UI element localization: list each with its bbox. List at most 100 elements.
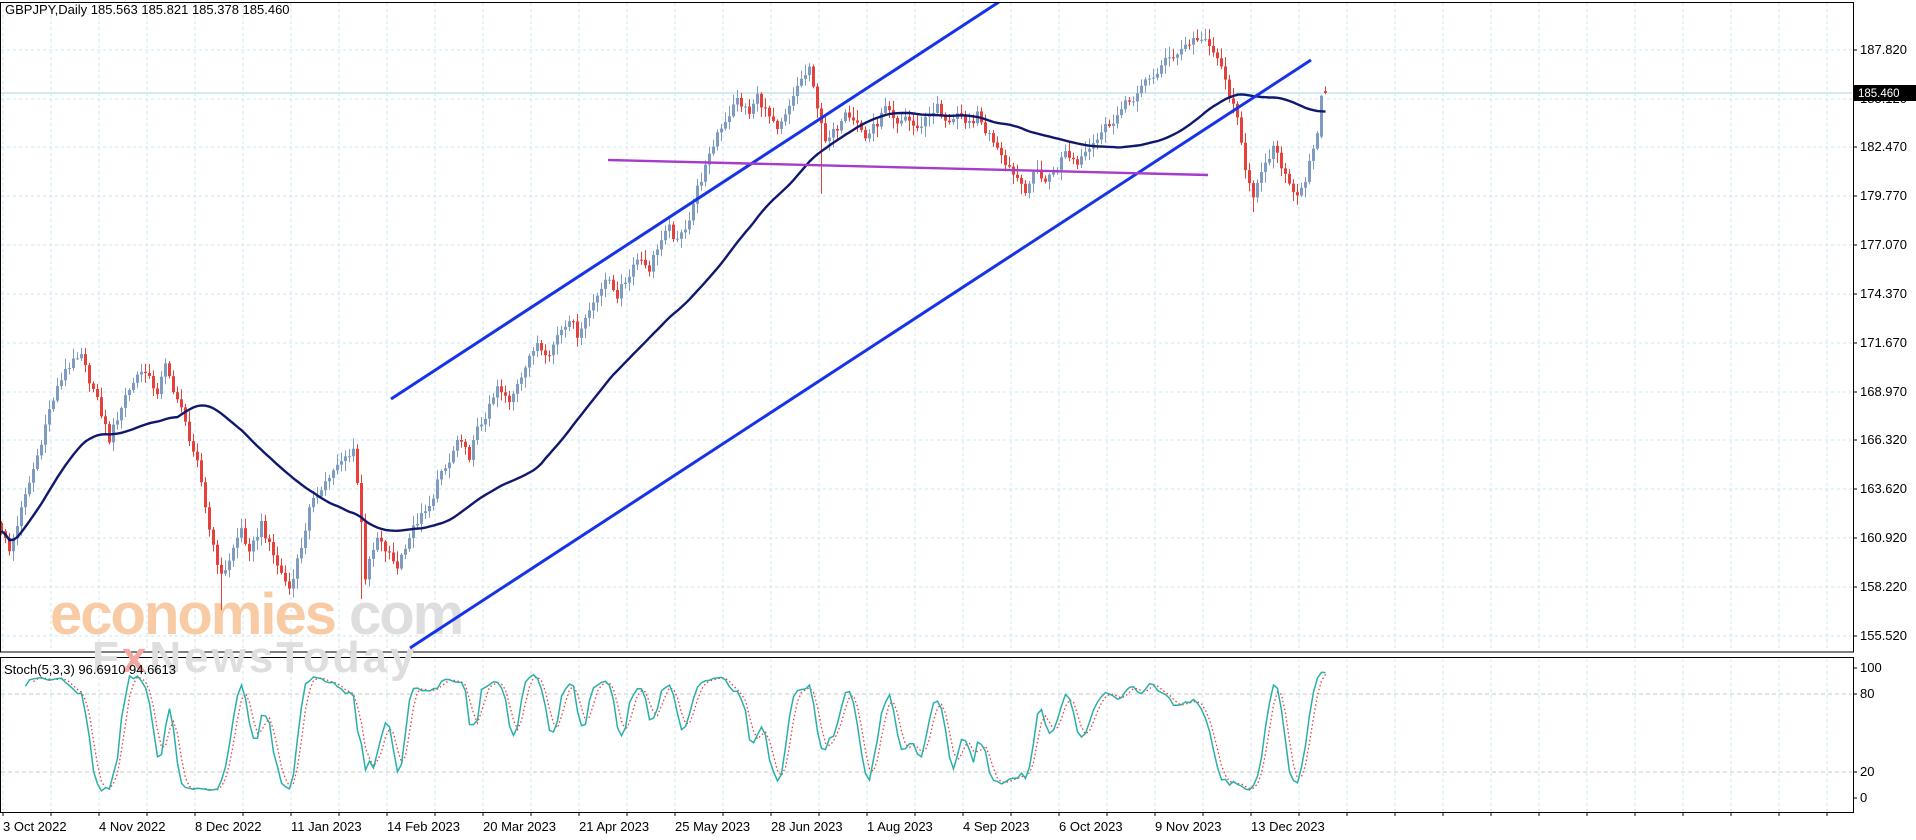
candle-body bbox=[1216, 52, 1219, 59]
candle-body bbox=[388, 551, 391, 553]
time-axis[interactable]: 3 Oct 2022 4 Nov 2022 8 Dec 2022 11 Jan 202… bbox=[2, 812, 1828, 834]
candle-body bbox=[1284, 168, 1287, 174]
moving-average-line[interactable] bbox=[1, 93, 1326, 542]
candle-body bbox=[1320, 95, 1323, 137]
candle-body bbox=[856, 120, 859, 123]
candle-body bbox=[212, 529, 215, 545]
candle-body bbox=[1208, 39, 1211, 46]
main-chart-grid bbox=[1, 3, 1852, 651]
watermark-brand-gray: com bbox=[349, 582, 462, 647]
candle-body bbox=[328, 477, 331, 482]
candle-body bbox=[808, 66, 811, 76]
candle-body bbox=[880, 112, 883, 127]
candle-body bbox=[636, 259, 639, 265]
price-axis-label: 171.670 bbox=[1860, 335, 1907, 350]
candle-body bbox=[284, 572, 287, 582]
time-axis-label: 9 Nov 2023 bbox=[1155, 819, 1222, 834]
candle-body bbox=[208, 507, 211, 530]
candle-body bbox=[724, 121, 727, 129]
candle-body bbox=[76, 358, 79, 360]
candle-body bbox=[528, 355, 531, 368]
candle-body bbox=[404, 548, 407, 555]
candle-body bbox=[944, 114, 947, 121]
trendline-support-purple[interactable] bbox=[607, 158, 1209, 177]
candle-body bbox=[364, 522, 367, 580]
candle-body bbox=[340, 461, 343, 465]
candle-body bbox=[1172, 57, 1175, 59]
candle-body bbox=[728, 116, 731, 122]
candle-body bbox=[124, 395, 127, 408]
candle-body bbox=[228, 560, 231, 571]
candle-body bbox=[796, 85, 799, 97]
candle-body bbox=[512, 393, 515, 403]
trendline-channel-upper[interactable] bbox=[390, 0, 1002, 401]
candle-body bbox=[1160, 65, 1163, 74]
candle-body bbox=[68, 368, 71, 370]
candle-body bbox=[536, 343, 539, 352]
candle-body bbox=[304, 530, 307, 548]
candle-body bbox=[676, 238, 679, 240]
watermark: economies com FxNewsToday bbox=[50, 582, 464, 682]
candle-body bbox=[256, 537, 259, 541]
candle-body bbox=[80, 354, 83, 359]
indicator-panel-grid bbox=[2, 659, 1828, 811]
candle-body bbox=[488, 403, 491, 419]
candle-body bbox=[432, 498, 435, 506]
candle-body bbox=[740, 97, 743, 107]
stochastic-level-lines bbox=[1, 693, 1852, 773]
candle-body bbox=[448, 462, 451, 469]
candle-body bbox=[84, 354, 87, 366]
candle-body bbox=[484, 418, 487, 425]
candle-body bbox=[28, 482, 31, 495]
candle-body bbox=[868, 133, 871, 139]
candle-body bbox=[608, 279, 611, 281]
candle-body bbox=[1020, 177, 1023, 184]
candle-body bbox=[564, 326, 567, 330]
candle-body bbox=[376, 537, 379, 550]
candle-body bbox=[1196, 38, 1199, 41]
price-axis[interactable]: 187.820185.120182.470179.770177.070174.3… bbox=[1853, 42, 1907, 643]
candle-body bbox=[20, 507, 23, 527]
candle-body bbox=[720, 128, 723, 133]
candle-body bbox=[1244, 142, 1247, 171]
candle-body bbox=[1180, 48, 1183, 55]
current-price-badge: 185.460 bbox=[1854, 85, 1916, 101]
candle-body bbox=[672, 224, 675, 240]
candle-body bbox=[1296, 192, 1299, 196]
candle-body bbox=[1280, 152, 1283, 169]
candle-body bbox=[576, 321, 579, 338]
candle-body bbox=[1140, 85, 1143, 94]
candle-body bbox=[416, 523, 419, 526]
candle-body bbox=[812, 66, 815, 87]
main-plot-area[interactable] bbox=[0, 0, 1853, 650]
candle-body bbox=[664, 230, 667, 241]
trendline-channel-lower[interactable] bbox=[409, 58, 1312, 650]
candle-body bbox=[772, 116, 775, 121]
candle-body bbox=[140, 371, 143, 375]
candle-body bbox=[1200, 39, 1203, 41]
candle-body bbox=[440, 470, 443, 480]
candle-body bbox=[780, 121, 783, 130]
price-badge-value: 185.460 bbox=[1858, 88, 1900, 100]
candle-body bbox=[744, 106, 747, 108]
time-axis-label: 13 Dec 2023 bbox=[1251, 819, 1325, 834]
candle-body bbox=[568, 321, 571, 327]
time-axis-label: 6 Oct 2023 bbox=[1059, 819, 1123, 834]
price-axis-label: 158.220 bbox=[1860, 579, 1907, 594]
candle-body bbox=[336, 464, 339, 471]
candle-body bbox=[396, 561, 399, 569]
candle-body bbox=[520, 377, 523, 384]
candle-body bbox=[188, 421, 191, 442]
candle-body bbox=[48, 409, 51, 425]
candle-body bbox=[1144, 79, 1147, 86]
candle-body bbox=[920, 126, 923, 129]
candle-body bbox=[804, 75, 807, 79]
candle-body bbox=[156, 388, 159, 395]
candle-body bbox=[1248, 170, 1251, 184]
candle-body bbox=[384, 541, 387, 552]
candle-body bbox=[260, 521, 263, 538]
stochastic-plot-area[interactable] bbox=[1, 671, 1852, 793]
time-axis-label: 4 Sep 2023 bbox=[963, 819, 1030, 834]
candle-body bbox=[748, 106, 751, 114]
candle-body bbox=[52, 400, 55, 410]
